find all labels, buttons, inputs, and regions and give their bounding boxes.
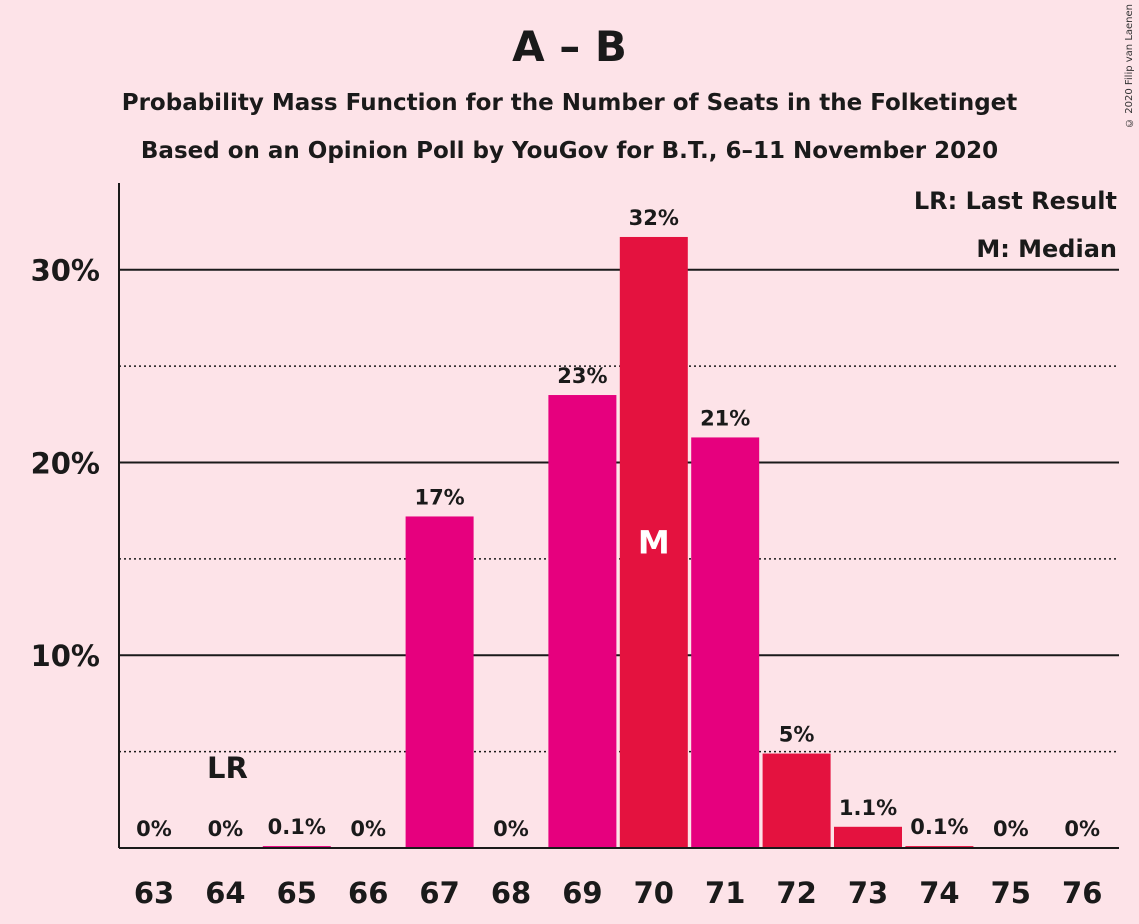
x-tick-label: 74 xyxy=(919,876,959,910)
x-tick-label: 72 xyxy=(776,876,816,910)
data-label: 0% xyxy=(208,817,244,841)
x-tick-label: 73 xyxy=(848,876,888,910)
last-result-marker: LR xyxy=(207,751,248,785)
x-tick-label: 76 xyxy=(1062,876,1102,910)
data-label: 0% xyxy=(136,817,172,841)
x-tick-label: 66 xyxy=(348,876,388,910)
legend-entry: M: Median xyxy=(976,235,1117,263)
data-label: 21% xyxy=(700,406,750,430)
data-label: 17% xyxy=(414,485,464,509)
x-tick-label: 69 xyxy=(562,876,602,910)
bar-73 xyxy=(834,826,902,848)
data-label: 0.1% xyxy=(910,815,968,839)
data-label: 0% xyxy=(993,817,1029,841)
x-tick-label: 75 xyxy=(991,876,1031,910)
x-tick-label: 71 xyxy=(705,876,745,910)
y-tick-label: 30% xyxy=(31,254,100,288)
x-tick-label: 70 xyxy=(634,876,674,910)
x-tick-label: 67 xyxy=(419,876,459,910)
bar-71 xyxy=(691,437,760,848)
bar-72 xyxy=(762,753,831,848)
data-label: 23% xyxy=(557,364,607,388)
y-tick-label: 10% xyxy=(31,639,100,673)
data-label: 0% xyxy=(1064,817,1100,841)
data-label: 1.1% xyxy=(839,796,897,820)
x-tick-label: 65 xyxy=(277,876,317,910)
bar-69 xyxy=(548,395,617,848)
data-label: 0% xyxy=(493,817,529,841)
y-tick-label: 20% xyxy=(31,446,100,480)
chart-title: A – B xyxy=(512,22,627,71)
bar-70 xyxy=(619,236,688,848)
data-label: 0.1% xyxy=(268,815,326,839)
chart-subtitle-2: Based on an Opinion Poll by YouGov for B… xyxy=(140,138,999,164)
data-label: 5% xyxy=(779,723,815,747)
x-tick-label: 63 xyxy=(134,876,174,910)
data-label: 32% xyxy=(629,206,679,230)
median-marker: M xyxy=(638,523,670,561)
x-tick-label: 68 xyxy=(491,876,531,910)
chart-subtitle: Probability Mass Function for the Number… xyxy=(121,90,1018,116)
data-label: 0% xyxy=(350,817,386,841)
x-tick-label: 64 xyxy=(205,876,245,910)
legend-entry: LR: Last Result xyxy=(914,187,1117,215)
bar-67 xyxy=(405,516,474,848)
